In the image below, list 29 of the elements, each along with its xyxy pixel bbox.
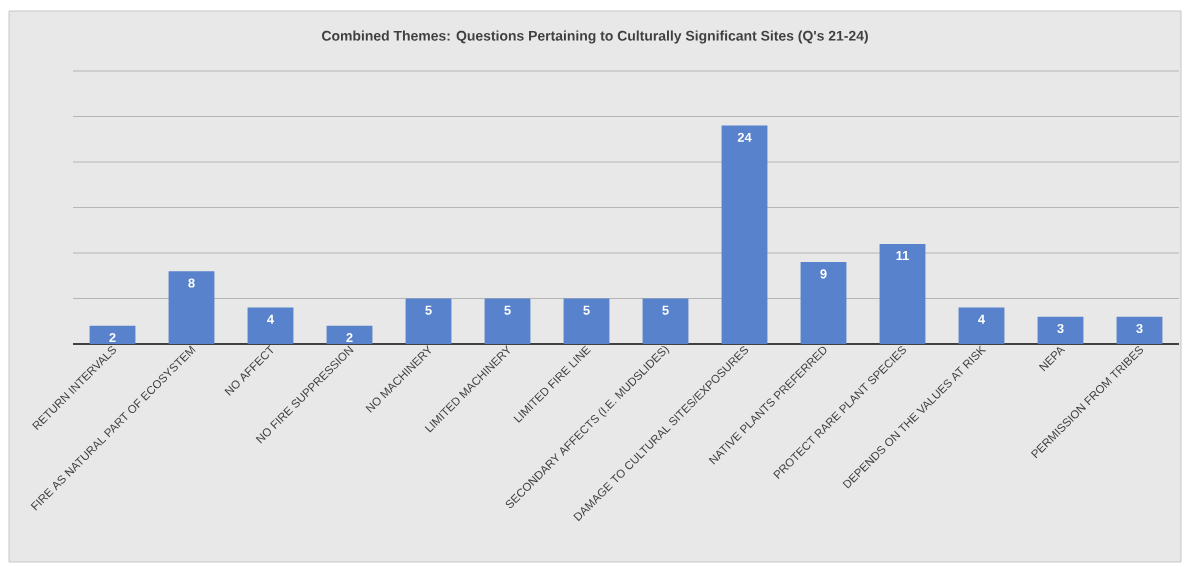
data-label: 5 xyxy=(662,305,669,315)
data-label: 11 xyxy=(896,251,909,261)
bar xyxy=(958,307,1005,344)
chart-title: Combined Themes: Questions Pertaining to Culturally Significant Sites (Q's 21-24) xyxy=(322,30,868,44)
data-label: 4 xyxy=(978,314,986,324)
bar xyxy=(247,307,294,344)
bar xyxy=(484,298,531,344)
bar xyxy=(89,325,136,344)
data-label: 5 xyxy=(583,305,590,315)
data-label: 4 xyxy=(267,314,275,324)
data-label: 9 xyxy=(820,269,827,279)
bar xyxy=(800,262,847,344)
bar xyxy=(168,271,215,344)
data-label: 3 xyxy=(1136,323,1143,334)
data-label: 2 xyxy=(346,333,353,343)
data-label: 5 xyxy=(504,305,511,315)
data-label: 5 xyxy=(425,305,432,315)
bar xyxy=(326,325,373,344)
data-label: 3 xyxy=(1057,323,1064,334)
bar xyxy=(879,243,926,344)
bar xyxy=(642,298,689,344)
data-label: 24 xyxy=(737,132,752,142)
bar xyxy=(721,125,768,344)
data-label: 8 xyxy=(188,278,195,288)
bar xyxy=(563,298,610,344)
bar xyxy=(1037,316,1084,344)
bar xyxy=(1116,316,1163,344)
data-label: 2 xyxy=(109,333,116,343)
bar xyxy=(405,298,452,344)
